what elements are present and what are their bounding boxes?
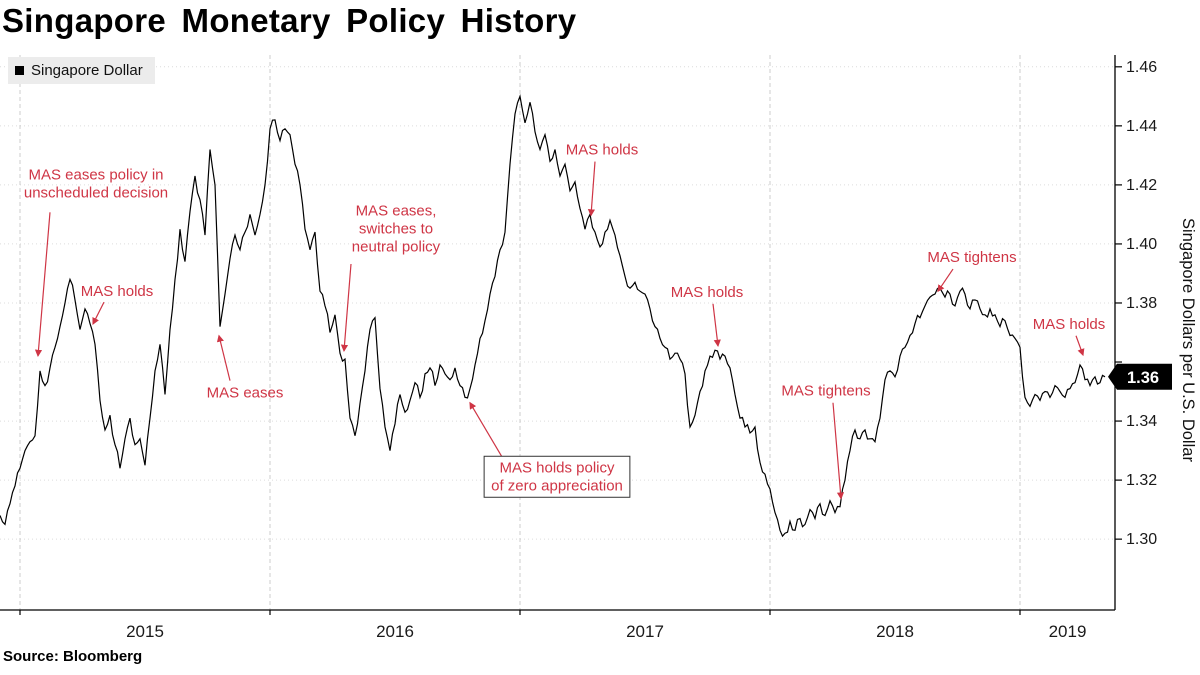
x-tick-label: 2018 — [876, 622, 914, 641]
annotation-arrow — [34, 212, 51, 358]
annotation-box — [483, 455, 631, 498]
annotation-text: MAS eases — [207, 385, 284, 402]
annotation-text: MAS holds policy of zero appreciation — [491, 459, 623, 494]
legend-swatch-icon — [15, 66, 24, 75]
x-tick-label: 2015 — [126, 622, 164, 641]
y-axis-title: Singapore Dollars per U.S. Dollar — [1179, 218, 1197, 462]
annotation-arrow — [712, 303, 721, 347]
y-tick-label: 1.40 — [1126, 236, 1157, 253]
source-note: Source: Bloomberg — [3, 648, 143, 665]
legend-label: Singapore Dollar — [31, 62, 143, 79]
chart-title: Singapore Monetary Policy History — [2, 2, 577, 39]
price-line — [0, 94, 1106, 538]
annotation-arrow — [832, 402, 845, 500]
annotation-text: MAS tightens — [781, 383, 870, 400]
annotation-text: MAS tightens — [927, 249, 1016, 266]
annotation-arrow — [92, 301, 105, 326]
annotation-arrow — [469, 401, 505, 461]
annotation-text: MAS holds — [671, 284, 744, 301]
annotation-arrow — [216, 334, 231, 381]
y-tick-label: 1.42 — [1126, 177, 1157, 194]
y-tick-label: 1.38 — [1126, 295, 1157, 312]
annotation-arrow — [937, 268, 954, 293]
annotation-arrow — [1075, 335, 1085, 357]
x-tick-label: 2016 — [376, 622, 414, 641]
y-tick-label: 1.30 — [1126, 531, 1157, 548]
last-price-value: 1.36 — [1127, 369, 1159, 387]
last-price-badge — [1108, 363, 1172, 390]
y-tick-label: 1.46 — [1126, 59, 1157, 76]
annotation-text: MAS eases, switches to neutral policy — [352, 202, 441, 255]
x-tick-label: 2019 — [1049, 622, 1087, 641]
y-tick-label: 1.44 — [1126, 118, 1157, 135]
annotation-arrow — [340, 263, 352, 352]
annotation-text: MAS holds — [81, 283, 154, 300]
y-tick-label: 1.34 — [1126, 413, 1157, 430]
annotation-text: MAS holds — [1033, 316, 1106, 333]
y-tick-label: 1.32 — [1126, 472, 1157, 489]
annotation-text: MAS holds — [566, 141, 639, 158]
legend: Singapore Dollar — [8, 57, 155, 84]
x-tick-label: 2017 — [626, 622, 664, 641]
annotation-arrow — [587, 161, 596, 217]
annotation-text: MAS eases policy in unscheduled decision — [24, 166, 168, 201]
